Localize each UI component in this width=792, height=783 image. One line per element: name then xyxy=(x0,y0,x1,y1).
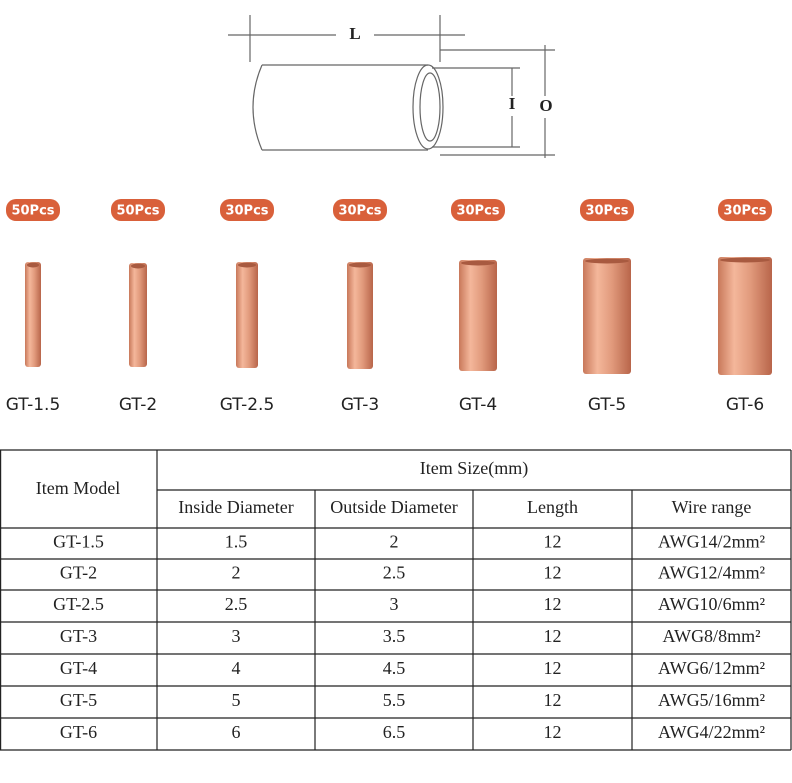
model-label: GT-6 xyxy=(726,395,764,415)
table-cell: AWG12/4mm² xyxy=(658,563,765,583)
table-cell: AWG14/2mm² xyxy=(658,532,765,552)
tube-opening xyxy=(131,263,145,269)
table-cell: AWG10/6mm² xyxy=(658,594,765,614)
tube-opening xyxy=(349,262,371,268)
quantity-badge xyxy=(580,199,634,221)
table-cell: GT-1.5 xyxy=(53,532,104,552)
header-cell: Wire range xyxy=(672,497,752,517)
table-cell: 2.5 xyxy=(225,594,248,614)
header-cell: Length xyxy=(527,497,578,517)
quantity-text: 30Pcs xyxy=(456,204,499,219)
table-cell: 12 xyxy=(544,532,562,552)
outer-label: O xyxy=(539,96,552,115)
length-label: L xyxy=(349,24,360,43)
tube-diagram xyxy=(228,15,558,158)
table-cell: GT-6 xyxy=(60,722,97,742)
header-cell: Item Size(mm) xyxy=(420,458,528,479)
table-cell: AWG8/8mm² xyxy=(663,626,761,646)
table-cell: AWG6/12mm² xyxy=(658,658,765,678)
quantity-badge xyxy=(111,199,165,221)
model-label: GT-2.5 xyxy=(220,395,275,415)
table-cell: 2 xyxy=(390,532,399,552)
table-cell: 1.5 xyxy=(225,532,248,552)
table-cell: 12 xyxy=(544,690,562,710)
tube-photo xyxy=(718,257,772,375)
model-label: GT-4 xyxy=(459,395,497,415)
inner-label: I xyxy=(509,94,516,113)
quantity-badge xyxy=(220,199,274,221)
quantity-text: 30Pcs xyxy=(225,204,268,219)
tube-opening xyxy=(461,260,495,266)
quantity-badge xyxy=(6,199,60,221)
table-cell: AWG4/22mm² xyxy=(658,722,765,742)
table-cell: GT-3 xyxy=(60,626,97,646)
table-cell: 2.5 xyxy=(383,563,406,583)
table-cell: 4 xyxy=(232,658,241,678)
tube-opening xyxy=(720,257,770,263)
quantity-badge xyxy=(451,199,505,221)
spec-table: Item Model Item Size(mm) Inside Diameter Ou… xyxy=(0,449,792,751)
quantity-text: 30Pcs xyxy=(585,204,628,219)
model-label: GT-2 xyxy=(119,395,157,415)
quantity-text: 50Pcs xyxy=(11,204,54,219)
table-cell: GT-5 xyxy=(60,690,97,710)
tube-opening xyxy=(27,262,39,268)
table-cell: 5 xyxy=(232,690,241,710)
quantity-text: 30Pcs xyxy=(723,204,766,219)
table-cell: 3 xyxy=(390,594,399,614)
header-cell: Inside Diameter xyxy=(178,497,293,517)
header-cell: Outside Diameter xyxy=(330,497,457,517)
header-cell: Item Model xyxy=(36,478,120,498)
table-cell: AWG5/16mm² xyxy=(658,690,765,710)
table-cell: 3.5 xyxy=(383,626,406,646)
tube-photo xyxy=(459,260,497,371)
table-cell: 2 xyxy=(232,563,241,583)
table-cell: 12 xyxy=(544,626,562,646)
tube-opening xyxy=(238,262,256,268)
quantity-text: 50Pcs xyxy=(116,204,159,219)
tube-opening xyxy=(585,258,629,264)
tube-photo xyxy=(129,263,147,367)
product-row: 50Pcs GT-1.5 50Pcs GT-2 30Pcs GT-2.5 30Pcs GT-3… xyxy=(6,199,772,415)
table-cell: GT-4 xyxy=(60,658,97,678)
model-label: GT-5 xyxy=(588,395,626,415)
table-cell: 4.5 xyxy=(383,658,406,678)
model-label: GT-3 xyxy=(341,395,379,415)
table-cell: 12 xyxy=(544,594,562,614)
quantity-badge xyxy=(333,199,387,221)
model-label: GT-1.5 xyxy=(6,395,61,415)
table-cell: GT-2.5 xyxy=(53,594,104,614)
table-cell: 3 xyxy=(232,626,241,646)
tube-photo xyxy=(583,258,631,374)
table-cell: 12 xyxy=(544,722,562,742)
tube-photo xyxy=(25,262,41,367)
quantity-badge xyxy=(718,199,772,221)
quantity-text: 30Pcs xyxy=(338,204,381,219)
table-cell: GT-2 xyxy=(60,563,97,583)
table-cell: 5.5 xyxy=(383,690,406,710)
tube-photo xyxy=(347,262,373,369)
table-cell: 12 xyxy=(544,563,562,583)
table-cell: 12 xyxy=(544,658,562,678)
table-cell: 6 xyxy=(232,722,241,742)
tube-photo xyxy=(236,262,258,368)
table-cell: 6.5 xyxy=(383,722,406,742)
